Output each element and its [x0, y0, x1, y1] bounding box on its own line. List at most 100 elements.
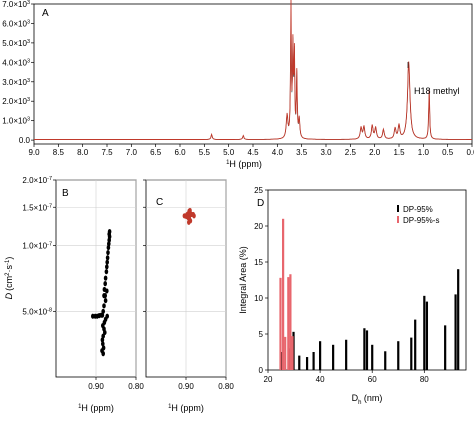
panel-b-ylabel-mid: ·s	[4, 265, 14, 273]
b-point-11	[103, 275, 108, 281]
d-xtick-label-1: 40	[316, 375, 325, 384]
panel-b-xlabel: 1H (ppm)	[78, 403, 114, 413]
panel-b-ylabel: D(cm2·s-1)	[4, 257, 14, 300]
c-point-8	[182, 213, 187, 219]
a-ytick-label-7: 7.0×103	[2, 0, 30, 9]
panel-d-legend: DP-95% DP-95%-s	[397, 205, 439, 225]
a-ytick-label-6: 6.0×103	[2, 19, 30, 28]
b-ytick-label-2: 1.5×10-7	[22, 203, 52, 212]
panel-c-xlabel-text: H (ppm)	[171, 403, 204, 413]
panel-c-label: C	[156, 197, 163, 208]
d-ytick-label-4: 20	[254, 222, 263, 231]
panel-b-xlabel-text: H (ppm)	[81, 403, 114, 413]
d-bar-s0-15	[414, 319, 417, 370]
b-point-16	[102, 303, 106, 309]
b-xtick-label-1: 0.80	[128, 382, 144, 391]
a-xtick-label-14: 2.0	[369, 148, 381, 157]
panel-d-xlabel-sub: h	[358, 400, 361, 406]
d-bar-s0-14	[410, 337, 413, 370]
panel-d-bars: D 20 40 60 80 0 5 10 15 20 25 DP-95% DP-95%-s Dh …	[238, 186, 467, 406]
panel-a-xlabel-text: H (ppm)	[229, 159, 262, 169]
d-bar-s1-5	[291, 336, 294, 370]
panel-b-label: B	[62, 188, 69, 199]
panel-a-annotation: H18 methyl	[414, 86, 460, 96]
panel-c-points	[182, 207, 196, 225]
panel-d-ticks: 20 40 60 80 0 5 10 15 20 25	[254, 186, 429, 384]
d-bar-s0-3	[298, 355, 301, 370]
d-bar-s0-20	[457, 269, 460, 370]
b-point-32	[101, 341, 105, 347]
b-point-36	[103, 293, 107, 299]
panel-d-ylabel: Integral Area (%)	[238, 246, 248, 314]
a-xtick-label-12: 3.0	[320, 148, 332, 157]
d-xtick-label-3: 80	[420, 375, 429, 384]
b-xtick-label-0: 0.90	[88, 382, 104, 391]
a-ytick-label-2: 2.0×103	[2, 97, 30, 106]
a-xtick-label-2: 8.0	[77, 148, 89, 157]
b-point-37	[105, 288, 109, 294]
b-point-12	[103, 281, 107, 287]
d-bar-s0-5	[312, 352, 315, 370]
b-ytick-label-1: 1.0×10-7	[22, 242, 52, 251]
panel-d-xlabel-unit: (nm)	[361, 393, 382, 403]
a-xtick-label-1: 8.5	[53, 148, 65, 157]
b-ytick-label-0: 5.0×10-8	[22, 307, 52, 316]
c-point-15	[185, 211, 189, 218]
panel-b-points	[91, 229, 112, 357]
a-xtick-label-7: 5.5	[199, 148, 211, 157]
panel-c-xlabel: 1H (ppm)	[168, 403, 204, 413]
panel-c-grid	[146, 179, 227, 377]
panel-b-ylabel-symbol: D	[4, 292, 14, 299]
a-ytick-label-0: 0.0	[19, 136, 31, 145]
d-bar-s0-13	[397, 341, 400, 370]
d-xtick-label-0: 20	[264, 375, 273, 384]
panel-d-bar-marks	[279, 218, 460, 370]
panel-a-xlabel-sup: 1	[226, 160, 230, 166]
panel-b-grid	[56, 179, 137, 377]
d-bar-s1-3	[287, 277, 290, 370]
a-xtick-label-6: 6.0	[174, 148, 186, 157]
panel-a-ticks: 9.0 8.5 8.0 7.5 7.0 6.5 6.0 5.5 5.0 4.5 4.0 3.5 3.0 2…	[2, 0, 474, 157]
c-point-12	[192, 213, 196, 219]
a-ytick-label-1: 1.0×103	[2, 117, 30, 126]
d-bar-s0-12	[384, 351, 387, 370]
d-bar-s0-4	[305, 357, 309, 370]
panel-b-ylabel-sup2: -1	[5, 259, 11, 265]
panel-b-dosy: B 5.0×10-8 1.0×10-7 1.5×10-7 2.0×10-7 0.90 0.…	[4, 176, 144, 413]
panel-a-xlabel: 1H (ppm)	[226, 159, 262, 169]
c-xtick-label-1: 0.80	[218, 382, 234, 391]
d-bar-s1-4	[289, 274, 292, 370]
b-point-8	[105, 259, 109, 265]
d-bar-s0-6	[319, 341, 322, 370]
d-bar-s1-1	[282, 218, 285, 370]
legend-swatch-dp95	[397, 205, 399, 212]
panel-b-ylabel-close: )	[4, 257, 14, 260]
d-bar-s0-10	[365, 330, 369, 370]
d-ytick-label-3: 15	[254, 258, 263, 267]
panel-b-ylabel-unit: (cm	[4, 276, 14, 291]
a-xtick-label-9: 4.5	[247, 148, 259, 157]
panel-a-label: A	[42, 8, 49, 19]
a-ytick-label-3: 3.0×103	[2, 78, 30, 87]
panel-b-xlabel-sup: 1	[78, 404, 82, 410]
a-xtick-label-13: 2.5	[345, 148, 357, 157]
d-ytick-label-2: 10	[254, 294, 263, 303]
a-xtick-label-10: 4.0	[272, 148, 284, 157]
a-xtick-label-11: 3.5	[296, 148, 308, 157]
b-point-10	[104, 269, 109, 275]
c-xtick-label-0: 0.90	[178, 382, 194, 391]
a-xtick-label-16: 1.0	[418, 148, 430, 157]
c-point-10	[188, 207, 192, 214]
panel-b-ticks: 5.0×10-8 1.0×10-7 1.5×10-7 2.0×10-7 0.90 0.80	[22, 176, 144, 391]
panel-a-spectrum-line	[34, 0, 472, 140]
a-ytick-label-4: 4.0×103	[2, 58, 30, 67]
d-bar-s1-0	[279, 277, 282, 370]
d-ytick-label-1: 5	[259, 330, 264, 339]
a-xtick-label-15: 1.5	[393, 148, 405, 157]
b-point-7	[105, 255, 110, 261]
legend-label-dp95: DP-95%	[403, 205, 433, 214]
panel-c-ticks: 0.90 0.80	[143, 179, 234, 391]
d-bar-s0-18	[444, 325, 447, 370]
d-bar-s0-7	[332, 344, 335, 370]
